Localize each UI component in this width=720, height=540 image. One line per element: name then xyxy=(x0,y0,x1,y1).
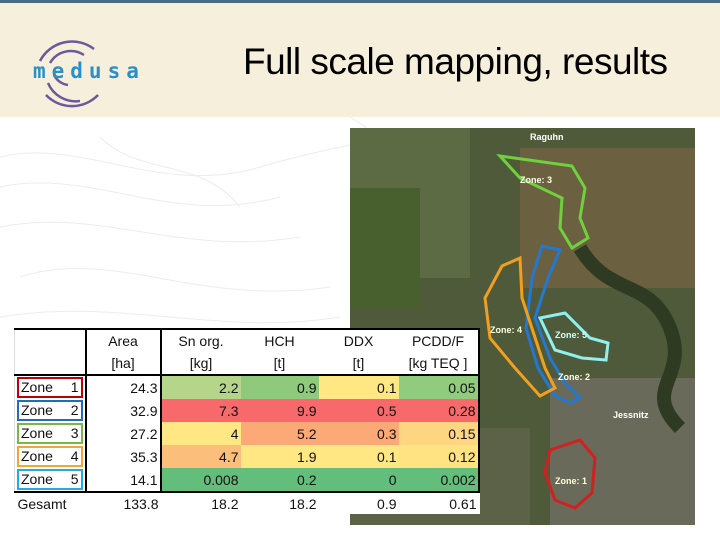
zone-number: 1 xyxy=(70,379,79,395)
total-area: 133.8 xyxy=(123,495,159,512)
value-cell: 9.9 xyxy=(240,399,319,422)
unit-hch: [t] xyxy=(240,352,319,375)
corner-cell xyxy=(14,329,87,375)
value-cell: 0.15 xyxy=(398,422,480,445)
top-rule xyxy=(0,0,720,3)
map-label-zone3: Zone: 3 xyxy=(520,175,552,185)
zone-word: Zone xyxy=(21,471,53,487)
value-cell: 0.9 xyxy=(240,375,319,399)
zone-label: Zone 2 xyxy=(17,400,83,421)
zone-number: 5 xyxy=(70,471,79,487)
zone-word: Zone xyxy=(21,402,53,418)
map-label-raguhn: Raguhn xyxy=(530,132,564,142)
value-cell: 4.7 xyxy=(159,445,241,468)
header-pcdd: PCDD/F xyxy=(398,329,480,352)
medusa-logo-arcs-icon xyxy=(38,40,99,108)
unit-pcdd: [kg TEQ ] xyxy=(398,352,480,375)
value-cell: 0.28 xyxy=(398,399,480,422)
header-sn: Sn org. xyxy=(159,329,241,352)
table-row: Zone 3 27.2 4 5.2 0.3 0.15 xyxy=(14,422,480,445)
zone-word: Zone xyxy=(21,379,53,395)
zone-number: 2 xyxy=(70,402,79,418)
total-hch: 18.2 xyxy=(289,495,317,512)
value-cell: 27.2 xyxy=(85,422,161,445)
total-pcdd: 0.61 xyxy=(449,495,477,512)
value-cell: 24.3 xyxy=(85,375,161,399)
zone-label: Zone 1 xyxy=(17,377,83,398)
zone-label: Zone 4 xyxy=(17,446,83,467)
value-cell: 0.1 xyxy=(318,375,399,399)
header-hch: HCH xyxy=(240,329,319,352)
header-ddx: DDX xyxy=(318,329,399,352)
value-cell: 0 xyxy=(318,468,399,492)
total-ddx: 0.9 xyxy=(377,495,397,512)
zone-number: 4 xyxy=(70,448,79,464)
zone-word: Zone xyxy=(21,448,53,464)
value-cell: 0.5 xyxy=(318,399,399,422)
header-area: Area xyxy=(85,329,161,352)
unit-sn: [kg] xyxy=(159,352,241,375)
zone-word: Zone xyxy=(21,425,53,441)
table-row: Zone 1 24.3 2.2 0.9 0.1 0.05 xyxy=(14,375,480,399)
value-cell: 4 xyxy=(159,422,241,445)
value-cell: 32.9 xyxy=(85,399,161,422)
zone-label: Zone 3 xyxy=(17,423,83,444)
table-row: Zone 5 14.1 0.008 0.2 0 0.002 xyxy=(14,468,480,492)
map-label-zone5: Zone: 5 xyxy=(555,330,587,340)
unit-ddx: [t] xyxy=(318,352,399,375)
value-cell: 0.05 xyxy=(398,375,480,399)
value-cell: 0.12 xyxy=(398,445,480,468)
total-sn: 18.2 xyxy=(211,495,239,512)
logo-text: medusa xyxy=(33,59,145,83)
value-cell: 0.002 xyxy=(398,468,480,492)
map-label-zone2: Zone: 2 xyxy=(558,372,590,382)
value-cell: 2.2 xyxy=(159,375,241,399)
value-cell: 14.1 xyxy=(85,468,161,492)
value-cell: 0.3 xyxy=(318,422,399,445)
zone-label: Zone 5 xyxy=(17,469,83,490)
value-cell: 5.2 xyxy=(240,422,319,445)
value-cell: 1.9 xyxy=(240,445,319,468)
slide-header: medusa Full scale mapping, results xyxy=(0,3,720,117)
total-label: Gesamt xyxy=(17,495,67,512)
table-row: Zone 2 32.9 7.3 9.9 0.5 0.28 xyxy=(14,399,480,422)
value-cell: 0.008 xyxy=(159,468,241,492)
results-table: Area Sn org. HCH DDX PCDD/F [ha] [kg] [t… xyxy=(14,328,480,514)
table-row: Zone 4 35.3 4.7 1.9 0.1 0.12 xyxy=(14,445,480,468)
value-cell: 7.3 xyxy=(159,399,241,422)
aerial-map: Raguhn Zone: 3 Zone: 4 Zone: 5 Zone: 2 J… xyxy=(350,128,695,525)
map-label-jessnitz: Jessnitz xyxy=(613,410,649,420)
map-label-zone1: Zone: 1 xyxy=(555,476,587,486)
slide-title: Full scale mapping, results xyxy=(243,41,668,82)
value-cell: 0.1 xyxy=(318,445,399,468)
unit-area: [ha] xyxy=(85,352,161,375)
value-cell: 0.2 xyxy=(240,468,319,492)
map-label-zone4: Zone: 4 xyxy=(490,325,522,335)
zone-number: 3 xyxy=(70,425,79,441)
value-cell: 35.3 xyxy=(85,445,161,468)
